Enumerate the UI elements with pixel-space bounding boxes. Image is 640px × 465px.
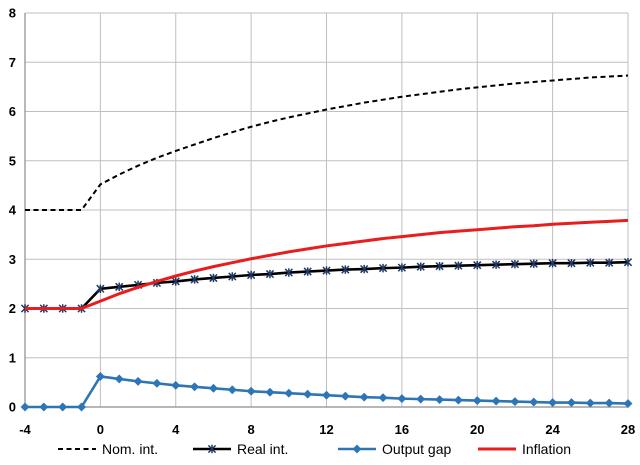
x-tick-label-4: 12 <box>319 422 333 437</box>
point-output-gap-7 <box>152 378 162 388</box>
series-nom-int <box>25 74 629 211</box>
point-output-gap-0 <box>20 402 30 412</box>
legend-item-nom-int: Nom. int. <box>58 441 158 457</box>
y-tick-label-2: 2 <box>9 301 16 316</box>
point-output-gap-8 <box>171 380 181 390</box>
point-real-int-22 <box>435 261 444 271</box>
legend-item-inflation: Inflation <box>478 441 571 457</box>
x-tick-label-5: 16 <box>395 422 409 437</box>
point-real-int-25 <box>491 260 501 269</box>
point-output-gap-22 <box>435 395 445 405</box>
point-real-int-8 <box>171 277 180 286</box>
legend-marker-output-gap <box>352 444 362 454</box>
y-tick-label-6: 6 <box>9 104 16 119</box>
point-real-int-19 <box>378 263 388 273</box>
point-output-gap-19 <box>378 393 388 403</box>
point-output-gap-18 <box>359 392 369 402</box>
point-output-gap-23 <box>453 395 463 405</box>
point-real-int-21 <box>416 262 425 271</box>
point-output-gap-25 <box>491 396 501 406</box>
point-real-int-30 <box>586 258 595 267</box>
point-output-gap-2 <box>58 402 68 412</box>
point-real-int-18 <box>360 264 369 274</box>
point-output-gap-10 <box>208 383 218 393</box>
point-real-int-26 <box>510 259 520 269</box>
point-output-gap-32 <box>623 398 633 409</box>
point-output-gap-17 <box>340 391 350 401</box>
legend-item-output-gap: Output gap <box>338 441 451 457</box>
point-output-gap-31 <box>604 398 614 408</box>
legend-item-real-int: Real int. <box>193 441 288 457</box>
series-real-int <box>20 258 633 313</box>
x-tick-label-6: 20 <box>470 422 484 437</box>
y-tick-label-5: 5 <box>9 153 16 168</box>
series-line-inflation <box>25 218 629 310</box>
series-inflation <box>25 218 629 310</box>
point-real-int-11 <box>228 272 237 281</box>
point-output-gap-16 <box>321 390 332 400</box>
series-line-nom-int <box>25 74 629 211</box>
y-tick-label-3: 3 <box>9 252 16 267</box>
point-real-int-15 <box>303 267 312 276</box>
point-real-int-17 <box>341 265 350 274</box>
point-real-int-12 <box>246 270 256 280</box>
point-output-gap-3 <box>76 402 87 412</box>
point-output-gap-24 <box>472 396 482 406</box>
point-output-gap-28 <box>548 398 558 408</box>
point-real-int-5 <box>115 282 124 292</box>
gridlines <box>25 12 629 407</box>
point-real-int-27 <box>529 259 538 268</box>
point-output-gap-13 <box>265 387 275 397</box>
point-real-int-14 <box>284 268 293 277</box>
legend-label-real-int: Real int. <box>237 441 288 457</box>
legend-label-nom-int: Nom. int. <box>102 441 158 457</box>
point-output-gap-27 <box>529 397 539 407</box>
x-tick-label-1: 0 <box>97 422 104 437</box>
x-tick-label-7: 24 <box>545 422 560 437</box>
point-real-int-28 <box>548 258 557 268</box>
point-real-int-24 <box>473 260 482 270</box>
point-output-gap-9 <box>190 382 200 392</box>
point-output-gap-1 <box>39 402 49 412</box>
point-real-int-9 <box>190 275 199 284</box>
y-tick-label-4: 4 <box>9 203 17 218</box>
point-real-int-20 <box>397 263 407 272</box>
point-output-gap-11 <box>227 385 237 395</box>
point-output-gap-21 <box>416 394 426 404</box>
point-output-gap-26 <box>510 397 520 407</box>
point-output-gap-6 <box>133 376 143 386</box>
point-output-gap-12 <box>246 386 256 396</box>
point-real-int-16 <box>322 266 331 275</box>
point-real-int-29 <box>567 258 576 268</box>
point-output-gap-14 <box>284 388 294 398</box>
point-real-int-32 <box>623 258 633 267</box>
point-real-int-4 <box>96 284 105 293</box>
point-real-int-10 <box>209 273 218 283</box>
point-real-int-23 <box>454 261 463 270</box>
y-tick-label-0: 0 <box>9 400 16 415</box>
y-tick-label-1: 1 <box>9 350 16 365</box>
plot-area <box>20 74 633 412</box>
y-tick-label-8: 8 <box>9 6 16 21</box>
legend: Nom. int. Real int. Output gap Inflation <box>58 441 571 457</box>
legend-marker-real-int <box>207 444 217 454</box>
legend-label-output-gap: Output gap <box>382 441 451 457</box>
y-tick-label-7: 7 <box>9 55 16 70</box>
x-tick-label-8: 28 <box>621 422 635 437</box>
legend-label-inflation: Inflation <box>522 441 571 457</box>
point-real-int-31 <box>605 258 614 267</box>
x-tick-label-0: -4 <box>19 422 31 437</box>
x-tick-label-3: 8 <box>248 422 255 437</box>
point-output-gap-30 <box>585 398 595 408</box>
x-tick-label-2: 4 <box>172 422 180 437</box>
series-output-gap <box>20 371 633 412</box>
point-output-gap-20 <box>397 394 407 404</box>
point-output-gap-5 <box>114 374 124 384</box>
point-output-gap-15 <box>303 389 313 399</box>
point-output-gap-29 <box>566 398 577 408</box>
point-real-int-13 <box>265 269 275 279</box>
point-output-gap-4 <box>95 371 105 382</box>
